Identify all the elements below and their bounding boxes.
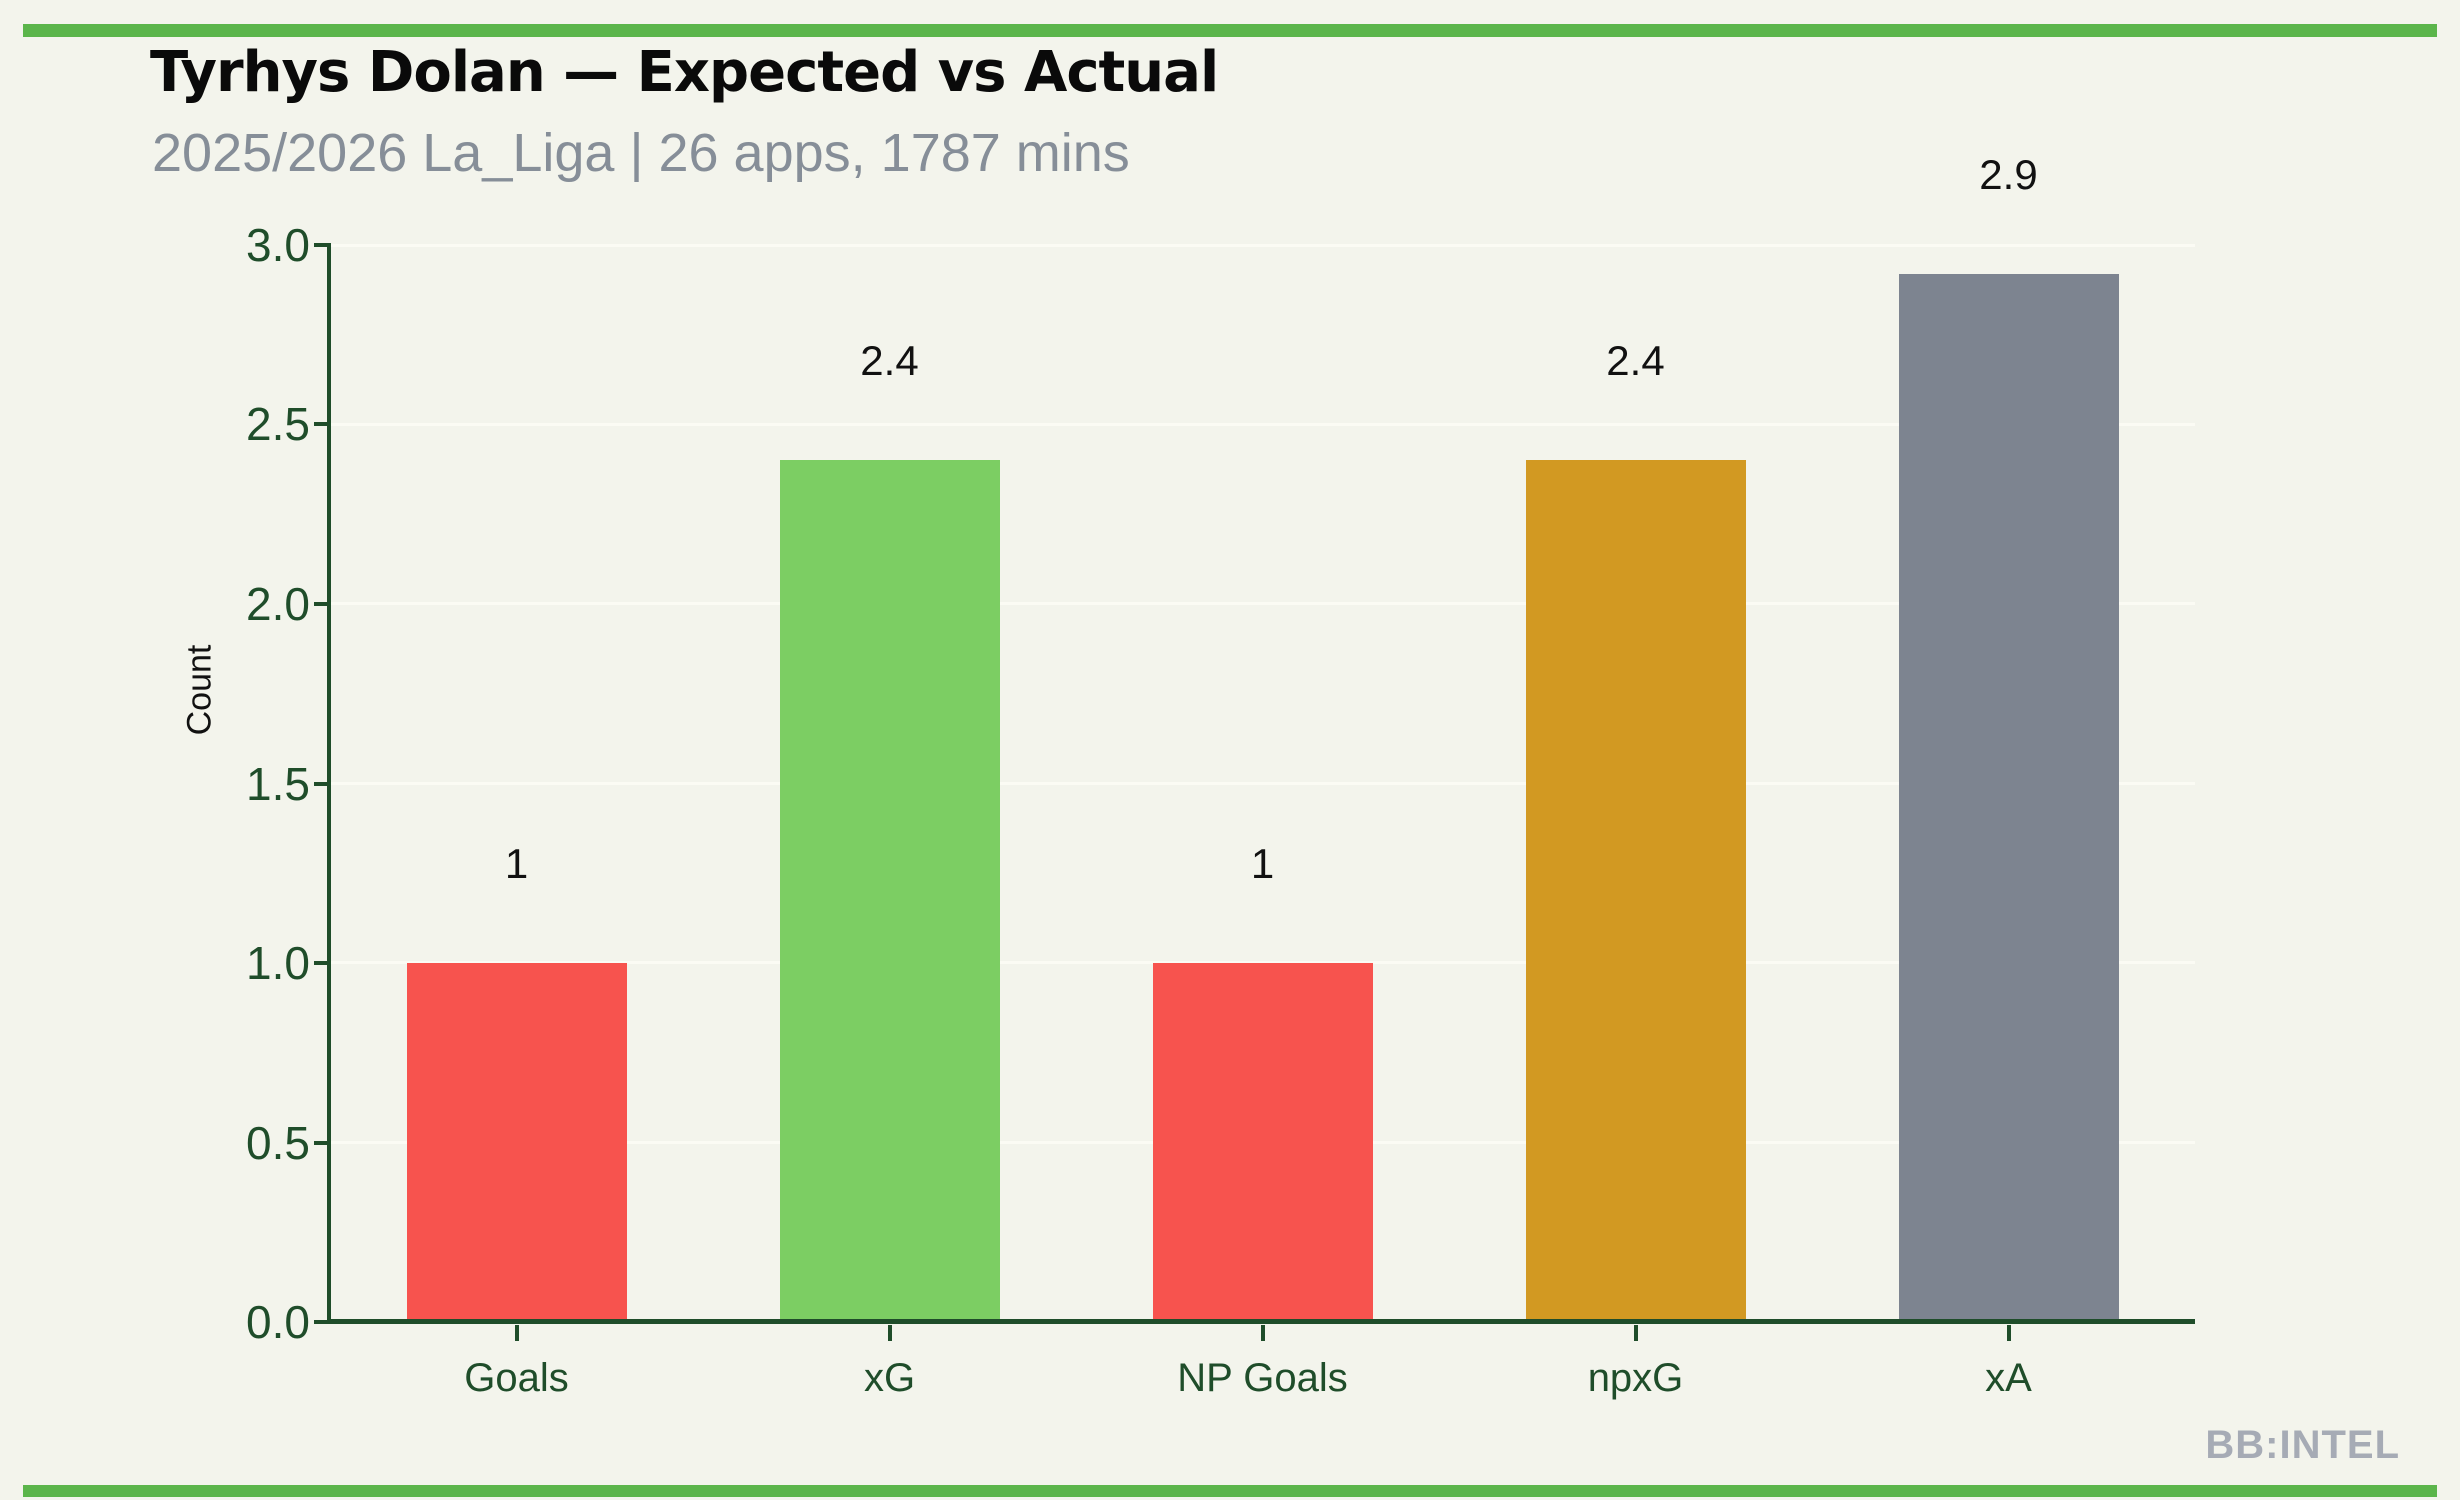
chart-title: Tyrhys Dolan — Expected vs Actual — [150, 40, 1219, 105]
bar-value-label-goals: 1 — [504, 840, 529, 888]
x-axis-line — [327, 1319, 2195, 1324]
gridline — [330, 422, 2195, 426]
gridline — [330, 243, 2195, 247]
bar-xa — [1898, 273, 2119, 1322]
bar-slot-xg: 2.4 xG — [703, 245, 1076, 1400]
bar-slot-np-goals: 1 NP Goals — [1076, 245, 1449, 1400]
y-tick-label: 3.0 — [246, 219, 310, 271]
x-tick-label-xg: xG — [863, 1356, 916, 1400]
y-axis-title: Count — [180, 644, 219, 736]
y-axis-line — [327, 243, 331, 1324]
bar-goals — [406, 963, 627, 1322]
bar-npxg — [1525, 460, 1746, 1322]
y-tick-label: 2.5 — [246, 398, 310, 451]
x-tick-mark-npxg — [1633, 1325, 1638, 1341]
bar-xg — [779, 460, 1000, 1322]
watermark: BB:INTEL — [2205, 1423, 2400, 1467]
x-tick-mark-goals — [514, 1325, 519, 1341]
y-tick-mark — [314, 243, 330, 247]
y-tick-mark — [314, 422, 330, 427]
bar-value-label-xa: 2.9 — [1979, 150, 2038, 198]
y-tick-mark — [314, 960, 330, 965]
chart-subtitle: 2025/2026 La_Liga | 26 apps, 1787 mins — [152, 123, 1130, 183]
bar-value-label-np-goals: 1 — [1250, 840, 1275, 888]
y-tick-label: 1.5 — [246, 757, 310, 810]
y-tick-mark — [314, 601, 330, 606]
gridline — [330, 782, 2195, 785]
x-tick-label-np-goals: NP Goals — [1177, 1356, 1348, 1400]
y-tick-mark — [314, 1140, 330, 1145]
plot-area: 0.0 0.5 1.0 1.5 2.0 2.5 3.0 1 Goals 2.4 xG 1 NP Goa… — [246, 151, 2195, 1400]
bottom-accent-bar — [23, 1485, 2437, 1497]
x-tick-label-xa: xA — [1985, 1356, 2032, 1400]
y-tick-label: 0.0 — [246, 1296, 310, 1348]
bar-value-label-npxg: 2.4 — [1606, 337, 1665, 385]
gridline — [330, 961, 2195, 965]
x-tick-mark-xa — [2006, 1325, 2011, 1341]
gridline — [330, 602, 2195, 606]
bar-slot-npxg: 2.4 npxG — [1449, 245, 1822, 1400]
x-tick-label-goals: Goals — [464, 1356, 569, 1400]
bar-np-goals — [1152, 963, 1373, 1322]
bar-slot-xa: 2.9 xA — [1822, 151, 2195, 1400]
x-tick-label-npxg: npxG — [1587, 1356, 1684, 1400]
bar-value-label-xg: 2.4 — [860, 337, 919, 385]
x-tick-mark-xg — [887, 1325, 892, 1341]
y-tick-mark — [314, 1320, 330, 1324]
y-tick-label: 2.0 — [246, 577, 310, 630]
y-tick-label: 1.0 — [246, 936, 310, 989]
bar-slot-goals: 1 Goals — [330, 245, 703, 1400]
y-tick-label: 0.5 — [246, 1116, 310, 1169]
top-accent-bar — [23, 24, 2437, 37]
x-tick-mark-np-goals — [1260, 1325, 1265, 1341]
y-tick-mark — [314, 781, 330, 786]
